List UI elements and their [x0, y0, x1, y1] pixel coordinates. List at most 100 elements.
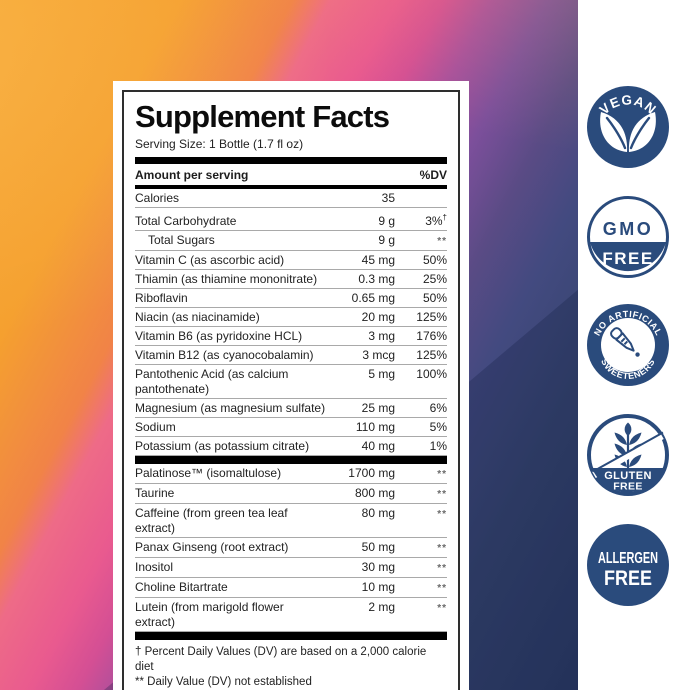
gluten-free-badge: GLUTEN FREE	[587, 414, 669, 496]
nutrient-amount: 2 mg	[368, 600, 395, 614]
allergen-text: ALLERGEN	[598, 550, 658, 567]
gmo-free-badge: GMO FREE	[587, 196, 669, 278]
nutrient-amount: 80 mg	[361, 506, 395, 520]
dagger-symbol: †	[442, 213, 447, 222]
nutrient-amount: 40 mg	[361, 439, 395, 453]
nutrient-amount: 1700 mg	[348, 466, 395, 480]
nutrient-dv: **	[437, 543, 447, 554]
label-title: Supplement Facts	[135, 99, 390, 134]
nutrient-row: Niacin (as niacinamide) 20 mg 125%	[135, 308, 447, 327]
nutrient-row: Caffeine (from green tea leaf extract) 8…	[135, 504, 447, 538]
nutrient-name: Panax Ginseng (root extract)	[135, 540, 289, 554]
nutrient-name: Pantothenic Acid (as calcium pantothenat…	[135, 367, 289, 396]
no-artificial-sweeteners-badge: NO ARTIFICIAL SWEETENERS	[587, 304, 669, 386]
nutrient-name: Lutein (from marigold flower extract)	[135, 600, 284, 629]
nutrient-name: Inositol	[135, 560, 174, 574]
divider-bar	[135, 157, 447, 164]
nutrient-amount: 110 mg	[355, 420, 395, 434]
nutrient-row: Magnesium (as magnesium sulfate) 25 mg 6…	[135, 399, 447, 418]
nutrient-dv: **	[437, 489, 447, 500]
nutrient-name: Magnesium (as magnesium sulfate)	[135, 401, 326, 415]
nutrient-row: Lutein (from marigold flower extract) 2 …	[135, 598, 447, 632]
nutrient-row: Inositol 30 mg **	[135, 558, 447, 578]
vegan-badge: VEGAN	[587, 86, 669, 168]
footnote-not-established: ** Daily Value (DV) not established	[135, 676, 312, 688]
nutrient-amount: 3 mg	[368, 329, 395, 343]
nutrient-dv: 50%	[422, 291, 447, 305]
nutrient-row: Calories 35	[135, 189, 447, 208]
nutrient-name: Total Carbohydrate	[135, 214, 237, 228]
nutrient-dv: 100%	[416, 367, 447, 381]
nutrient-name: Niacin (as niacinamide)	[135, 310, 260, 324]
nutrient-dv: **	[437, 509, 447, 520]
nutrient-row: Palatinose™ (isomaltulose) 1700 mg **	[135, 464, 447, 484]
nutrient-dv: **	[437, 236, 447, 247]
nutrient-dv: **	[437, 563, 447, 574]
serving-size: Serving Size: 1 Bottle (1.7 fl oz)	[135, 137, 304, 151]
nutrient-amount: 45 mg	[361, 253, 395, 267]
nutrient-amount: 9 g	[378, 233, 395, 247]
supplement-facts-label: Supplement Facts Serving Size: 1 Bottle …	[113, 81, 469, 690]
nutrient-dv: 125%	[416, 310, 447, 324]
bottom-divider-bar	[135, 632, 447, 640]
dropper-icon: NO ARTIFICIAL SWEETENERS	[587, 304, 669, 386]
badge-panel: VEGAN GMO FREE	[578, 0, 679, 690]
nutrient-row: Vitamin B6 (as pyridoxine HCL) 3 mg 176%	[135, 327, 447, 346]
nutrient-row: Riboflavin 0.65 mg 50%	[135, 289, 447, 308]
nutrient-name: Choline Bitartrate	[135, 580, 228, 594]
nutrient-dv: 25%	[422, 272, 447, 286]
nutrient-amount: 20 mg	[361, 310, 395, 324]
nutrient-amount: 800 mg	[354, 486, 395, 500]
nutrient-name: Taurine	[135, 486, 175, 500]
nutrient-row: Vitamin C (as ascorbic acid) 45 mg 50%	[135, 251, 447, 270]
nutrient-dv: 125%	[416, 348, 447, 362]
nutrient-amount: 25 mg	[361, 401, 395, 415]
nutrient-amount: 30 mg	[361, 560, 395, 574]
nutrient-amount: 0.3 mg	[358, 272, 395, 286]
nutrient-dv: 176%	[416, 329, 447, 343]
section-divider-bar	[135, 456, 447, 464]
nutrient-row: Panax Ginseng (root extract) 50 mg **	[135, 538, 447, 558]
gluten-free-text: FREE	[613, 481, 643, 493]
nutrient-amount: 3 mcg	[362, 348, 395, 362]
nutrient-dv: 1%	[429, 439, 447, 453]
allergen-free-badge: ALLERGEN FREE	[587, 524, 669, 606]
nutrient-name: Thiamin (as thiamine mononitrate)	[135, 272, 318, 286]
nutrient-name: Calories	[135, 191, 180, 205]
nutrient-amount: 10 mg	[361, 580, 395, 594]
nutrient-row: Choline Bitartrate 10 mg **	[135, 578, 447, 598]
footnotes: † Percent Daily Values (DV) are based on…	[135, 640, 447, 690]
nutrient-row: Thiamin (as thiamine mononitrate) 0.3 mg…	[135, 270, 447, 289]
nutrient-amount: 9 g	[378, 214, 395, 228]
vegan-leaves-icon: VEGAN	[587, 86, 669, 168]
dv-header: %DV	[419, 168, 447, 182]
gmo-text: GMO	[603, 219, 654, 239]
nutrient-name: Vitamin C (as ascorbic acid)	[135, 253, 285, 267]
nutrient-dv: **	[437, 583, 447, 594]
nutrient-row: Pantothenic Acid (as calcium pantothenat…	[135, 365, 447, 399]
nutrient-name: Vitamin B6 (as pyridoxine HCL)	[135, 329, 303, 343]
nutrient-amount: 0.65 mg	[351, 291, 395, 305]
nutrient-row: Taurine 800 mg **	[135, 484, 447, 504]
nutrient-row: Sodium 110 mg 5%	[135, 418, 447, 437]
nutrient-dv: 3%†	[425, 213, 447, 228]
nutrient-row: Potassium (as potassium citrate) 40 mg 1…	[135, 437, 447, 456]
nutrient-dv: **	[437, 603, 447, 614]
nutrient-dv: **	[437, 469, 447, 480]
nutrient-amount: 5 mg	[368, 367, 395, 381]
nutrient-dv: 5%	[429, 420, 447, 434]
nutrient-name: Palatinose™ (isomaltulose)	[135, 466, 282, 480]
nutrient-dv: 50%	[422, 253, 447, 267]
footnote-daily-values: † Percent Daily Values (DV) are based on…	[135, 646, 427, 673]
amount-per-serving-header: Amount per serving	[135, 168, 249, 182]
label-border-box: Supplement Facts Serving Size: 1 Bottle …	[122, 90, 460, 690]
nutrient-row: Vitamin B12 (as cyanocobalamin) 3 mcg 12…	[135, 346, 447, 365]
nutrient-row: Total Sugars 9 g **	[135, 231, 447, 251]
table-header: Amount per serving %DV	[135, 164, 447, 189]
allergen-free-icon: ALLERGEN FREE	[587, 524, 669, 606]
gmo-free-text: FREE	[602, 249, 653, 268]
allergen-free-text: FREE	[604, 567, 652, 590]
gmo-free-icon: GMO FREE	[587, 196, 669, 278]
nutrient-name: Caffeine (from green tea leaf extract)	[135, 506, 288, 535]
